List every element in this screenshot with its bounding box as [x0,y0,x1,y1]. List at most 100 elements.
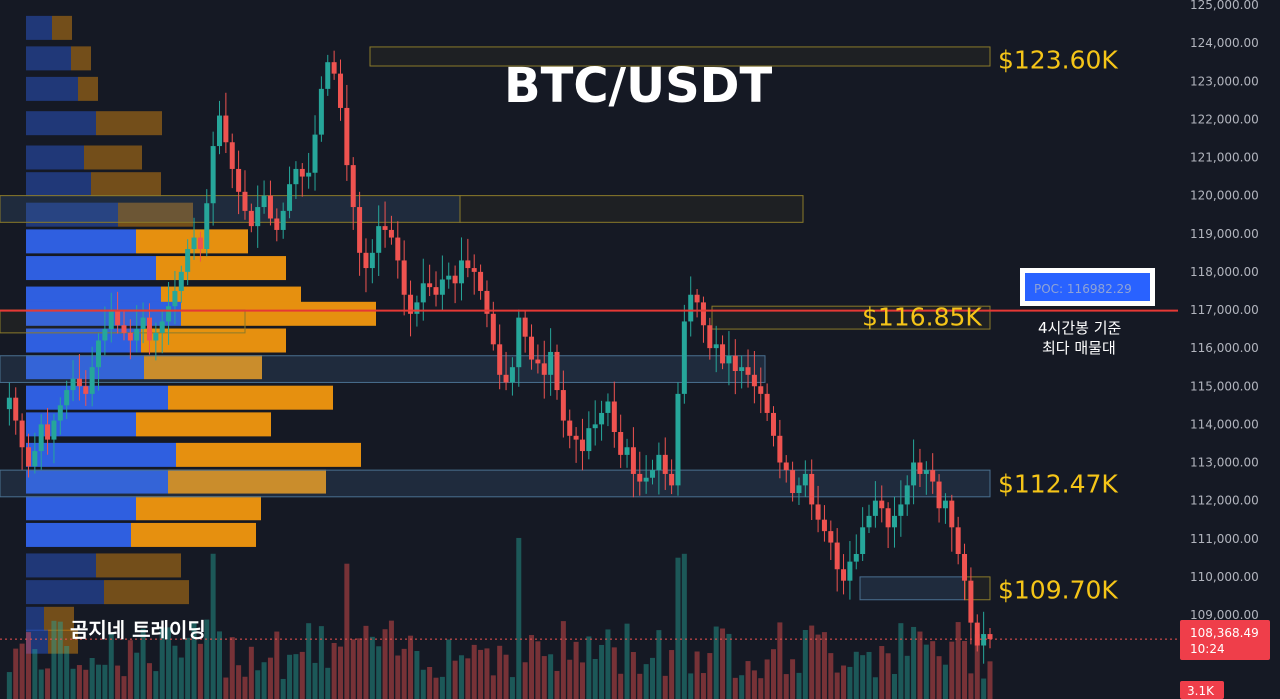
candle-body [879,500,885,509]
volume-bar [414,650,420,699]
volume-bar [318,626,324,699]
candle-body [656,454,662,471]
volume-bar [306,623,312,699]
profile-bar-sell [168,385,333,410]
candle-body [293,168,299,185]
volume-bar [344,563,350,699]
volume-bar [6,672,12,699]
candle-body [401,260,407,295]
profile-bar-buy [26,256,156,281]
volume-bar [643,664,649,699]
profile-bar-buy [26,76,78,101]
volume-bar [942,664,948,699]
candle-body [770,412,776,436]
volume-bar [280,678,286,699]
volume-bar [962,640,968,699]
poc-label: POC: 116982.29 [1034,282,1132,296]
volume-bar [821,632,827,699]
volume-bar [204,619,210,699]
volume-bar [363,625,369,699]
volume-bar [662,675,668,699]
volume-bar [579,662,585,699]
volume-bar [618,673,624,699]
profile-bar-buy [26,553,96,578]
volume-bar [599,644,605,699]
profile-bar-buy [26,46,71,71]
candle-body [796,485,802,493]
candle-body [465,260,471,269]
candle-body [204,203,210,249]
level-label: $123.60K [998,45,1118,74]
candle-body [866,515,872,528]
volume-bar [490,675,496,699]
y-tick-label: 115,000.00 [1190,379,1259,393]
candle-body [758,386,764,394]
candle-body [497,344,503,375]
candle-body [439,279,445,295]
candle-body [127,332,133,341]
volume-bar [19,643,25,699]
volume-bar [236,665,242,699]
volume-bar [331,642,337,699]
candle-body [516,317,522,368]
volume-bar [898,623,904,699]
candle-body [484,290,490,314]
candle-body [223,115,229,143]
profile-bar-sell [71,46,91,71]
candle-body [433,287,439,295]
candle-body [159,321,165,333]
volume-bar [172,645,178,699]
volume-bar [439,676,445,699]
profile-bar-buy [26,606,44,631]
candle-body [936,481,942,509]
candle-body [821,519,827,532]
candle-body [637,473,643,482]
candle-body [713,344,719,349]
volume-bar [656,630,662,699]
candle-body [694,294,700,303]
volume-bar [891,673,897,699]
candle-body [732,355,738,371]
candle-body [64,390,70,406]
candle-body [178,271,184,291]
volume-badge [1180,681,1224,699]
profile-bar-sell [91,172,161,197]
volume-bar [51,620,57,699]
candle-body [166,306,172,322]
candle-body [650,470,656,478]
candle-body [688,294,694,322]
zone-box [0,355,766,383]
volume-bar [38,669,44,699]
volume-bar [936,656,942,699]
candle-body [337,73,343,108]
candle-body [274,218,280,230]
profile-bar-buy [26,412,136,437]
candle-body [13,397,19,421]
candle-body [229,142,235,169]
volume-bar [433,677,439,699]
candle-body [529,336,535,360]
level-labels: $123.60K $116.85K $112.47K $109.70K [862,45,1118,604]
volume-bar [395,655,401,699]
volume-bar [401,648,407,699]
volume-bar [420,669,426,699]
candle-body [917,462,923,474]
volume-bar [446,639,452,699]
candle-body [363,252,369,269]
candle-body [185,249,191,272]
volume-bar [637,673,643,699]
candle-body [306,172,312,177]
volume-bar [159,627,165,699]
profile-bar-buy [26,629,48,654]
candle-body [891,515,897,528]
candle-body [669,473,675,486]
volume-bar [968,673,974,699]
volume-bar [828,653,834,699]
candle-body [146,317,152,341]
candle-body [847,561,853,581]
volume-bar [726,633,732,699]
volume-bar [223,677,229,699]
candle-body [560,390,566,421]
y-tick-label: 110,000.00 [1190,570,1259,584]
